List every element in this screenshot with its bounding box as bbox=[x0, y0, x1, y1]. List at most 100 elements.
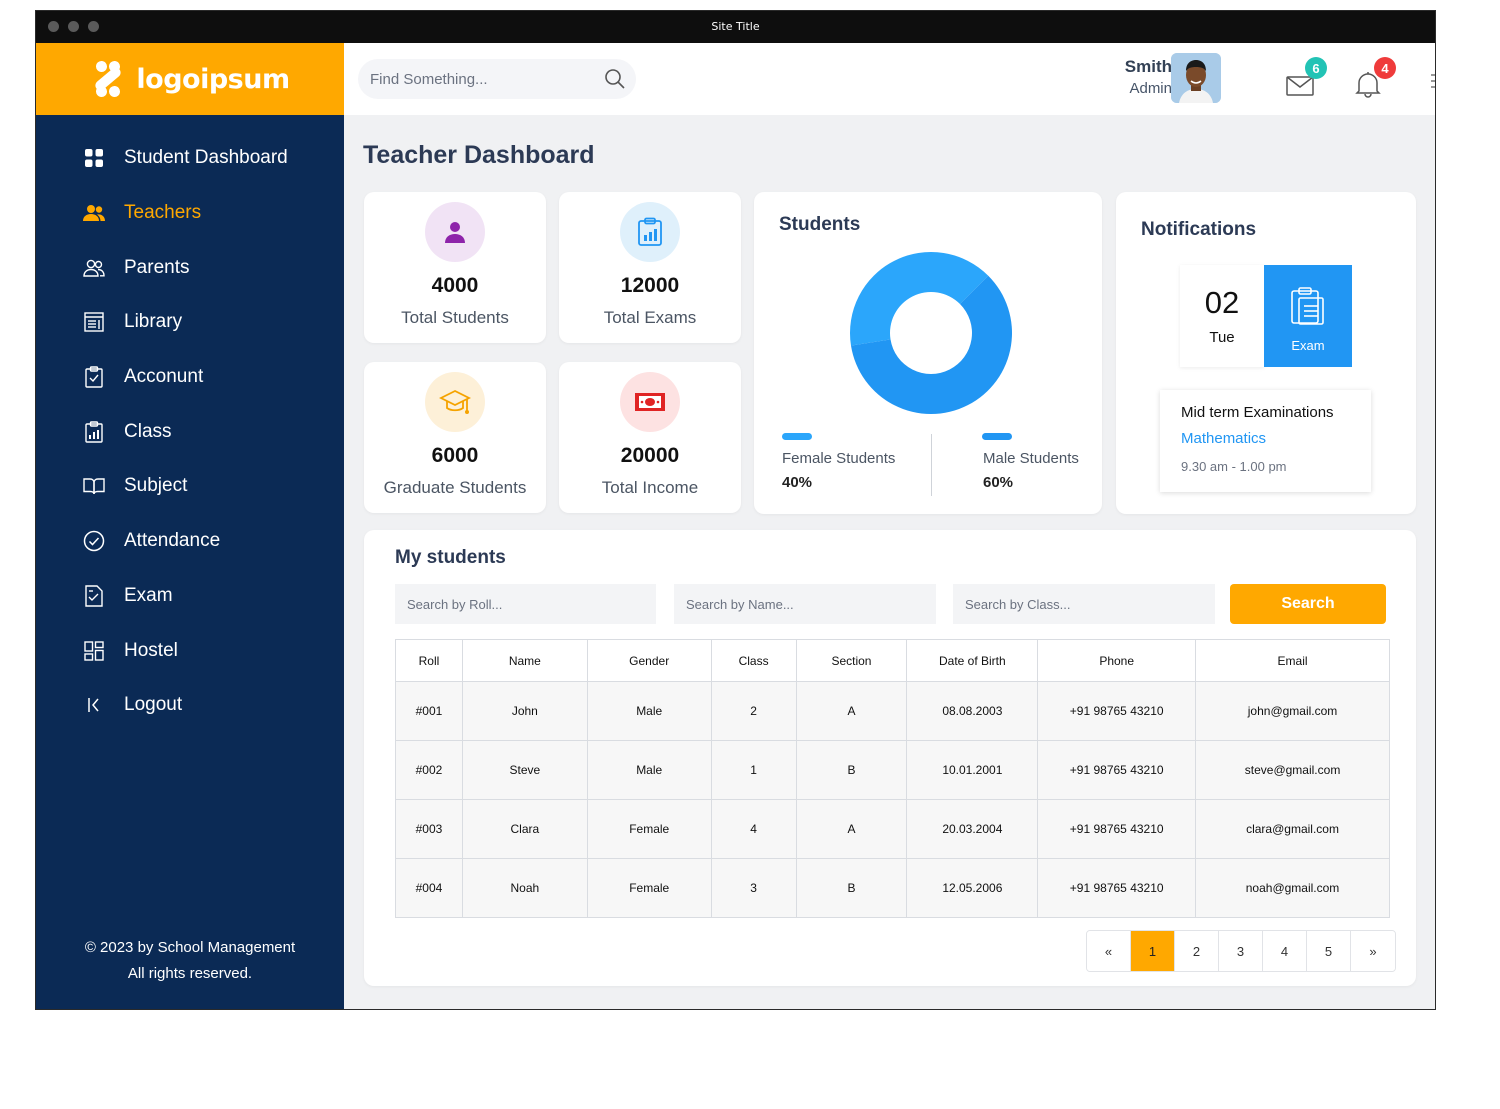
male-legend-value: 60% bbox=[983, 474, 1014, 491]
sidebar-item-logout[interactable]: Logout bbox=[36, 678, 344, 733]
hamburger-icon bbox=[1430, 74, 1435, 93]
notifications-title: Notifications bbox=[1141, 219, 1257, 240]
sidebar-item-attendance[interactable]: Attendance bbox=[36, 514, 344, 569]
table-cell: John bbox=[461, 681, 588, 741]
stat-value: 4000 bbox=[431, 274, 479, 297]
donut-slice-male-students[interactable] bbox=[850, 275, 1012, 414]
sidebar-item-exam[interactable]: Exam bbox=[36, 569, 344, 624]
sidebar-item-class[interactable]: Class bbox=[36, 404, 344, 459]
window-title: Site Title bbox=[711, 20, 760, 33]
event-subject[interactable]: Mathematics bbox=[1181, 430, 1267, 447]
table-cell: +91 98765 43210 bbox=[1037, 799, 1197, 859]
pagination-page-4[interactable]: 4 bbox=[1263, 931, 1307, 971]
column-header[interactable]: Date of Birth bbox=[906, 639, 1039, 682]
sidebar-item-subject[interactable]: Subject bbox=[36, 459, 344, 514]
table-row[interactable]: #001 John Male 2 A 08.08.2003 +91 98765 … bbox=[395, 681, 1390, 741]
sidebar-item-hostel[interactable]: Hostel bbox=[36, 623, 344, 678]
logout-icon bbox=[83, 694, 105, 716]
pagination-next-button[interactable]: » bbox=[1351, 931, 1395, 971]
sidebar-item-label: Parents bbox=[124, 256, 190, 278]
stat-card-graduate-students[interactable]: 6000 Graduate Students bbox=[364, 362, 546, 513]
student-icon bbox=[425, 202, 485, 262]
pagination-prev-button[interactable]: « bbox=[1087, 931, 1131, 971]
column-header[interactable]: Name bbox=[461, 639, 588, 682]
students-donut-chart bbox=[850, 252, 1012, 414]
table-cell: Female bbox=[586, 799, 712, 859]
user-name: Smith bbox=[1124, 57, 1172, 76]
table-cell: 4 bbox=[710, 799, 797, 859]
event-card[interactable]: Mid term Examinations Mathematics 9.30 a… bbox=[1160, 390, 1371, 492]
class-search-input[interactable] bbox=[953, 584, 1215, 624]
column-header[interactable]: Class bbox=[710, 639, 797, 682]
table-row[interactable]: #002 Steve Male 1 B 10.01.2001 +91 98765… bbox=[395, 740, 1390, 800]
sidebar-item-label: Exam bbox=[124, 584, 173, 606]
notification-button[interactable]: 4 bbox=[1354, 57, 1396, 99]
table-cell: +91 98765 43210 bbox=[1037, 858, 1197, 918]
stat-value: 12000 bbox=[620, 274, 680, 297]
search-button[interactable]: Search bbox=[1230, 584, 1386, 624]
stat-card-total-students[interactable]: 4000 Total Students bbox=[364, 192, 546, 343]
search-input[interactable] bbox=[358, 59, 578, 99]
table-cell: #002 bbox=[395, 740, 463, 800]
sidebar-item-student-dashboard[interactable]: Student Dashboard bbox=[36, 131, 344, 186]
table-cell: #004 bbox=[395, 858, 463, 918]
parents-icon bbox=[83, 257, 105, 279]
column-header[interactable]: Roll bbox=[395, 639, 463, 682]
donut-slice-female-students[interactable] bbox=[850, 252, 989, 346]
title-bar: Site Title bbox=[36, 11, 1435, 43]
notification-count-badge: 4 bbox=[1374, 57, 1396, 79]
sidebar-item-label: Hostel bbox=[124, 639, 178, 661]
brand-name: logoipsum bbox=[136, 63, 290, 95]
library-icon bbox=[83, 311, 105, 333]
table-cell: +91 98765 43210 bbox=[1037, 740, 1197, 800]
window-close-dot[interactable] bbox=[48, 21, 59, 32]
stat-card-total-income[interactable]: 20000 Total Income bbox=[559, 362, 741, 513]
sidebar-item-parents[interactable]: Parents bbox=[36, 240, 344, 295]
brand-logo[interactable]: logoipsum bbox=[36, 43, 344, 115]
table-row[interactable]: #003 Clara Female 4 A 20.03.2004 +91 987… bbox=[395, 799, 1390, 859]
name-search-input[interactable] bbox=[674, 584, 936, 624]
table-cell: #003 bbox=[395, 799, 463, 859]
table-cell: B bbox=[795, 858, 908, 918]
money-icon bbox=[620, 372, 680, 432]
pagination-page-3[interactable]: 3 bbox=[1219, 931, 1263, 971]
column-header[interactable]: Phone bbox=[1037, 639, 1197, 682]
table-cell: john@gmail.com bbox=[1195, 681, 1390, 741]
stat-label: Total Income bbox=[601, 478, 699, 497]
window-maximize-dot[interactable] bbox=[88, 21, 99, 32]
table-cell: #001 bbox=[395, 681, 463, 741]
students-table: Roll Name Gender Class Section Date of B… bbox=[395, 639, 1390, 918]
user-role: Admin bbox=[1129, 80, 1172, 97]
column-header[interactable]: Gender bbox=[586, 639, 712, 682]
sidebar-item-account[interactable]: Acconunt bbox=[36, 350, 344, 405]
column-header[interactable]: Email bbox=[1195, 639, 1390, 682]
sidebar-item-library[interactable]: Library bbox=[36, 295, 344, 350]
clipboard-icon bbox=[1264, 285, 1352, 332]
column-header[interactable]: Section bbox=[795, 639, 908, 682]
window-minimize-dot[interactable] bbox=[68, 21, 79, 32]
menu-button[interactable] bbox=[1430, 73, 1435, 109]
table-cell: Male bbox=[586, 740, 712, 800]
sidebar-item-label: Subject bbox=[124, 475, 188, 497]
avatar[interactable] bbox=[1171, 53, 1221, 103]
user-info[interactable]: Smith Admin bbox=[1104, 57, 1172, 97]
sidebar-item-teachers[interactable]: Teachers bbox=[36, 186, 344, 241]
browser-window: Site Title logoipsum Student Dashboar bbox=[35, 10, 1436, 1010]
stat-card-total-exams[interactable]: 12000 Total Exams bbox=[559, 192, 741, 343]
table-row[interactable]: #004 Noah Female 3 B 12.05.2006 +91 9876… bbox=[395, 858, 1390, 918]
pagination-page-2[interactable]: 2 bbox=[1175, 931, 1219, 971]
pagination-page-5[interactable]: 5 bbox=[1307, 931, 1351, 971]
table-cell: 20.03.2004 bbox=[906, 799, 1039, 859]
search-icon[interactable] bbox=[604, 68, 626, 95]
table-cell: 12.05.2006 bbox=[906, 858, 1039, 918]
stat-label: Total Exams bbox=[603, 308, 697, 327]
legend-divider bbox=[931, 434, 932, 496]
users-icon bbox=[83, 202, 105, 224]
mail-button[interactable]: 6 bbox=[1285, 57, 1327, 99]
roll-search-input[interactable] bbox=[395, 584, 656, 624]
pagination-page-1[interactable]: 1 bbox=[1131, 931, 1175, 971]
rights-text: All rights reserved. bbox=[127, 965, 253, 982]
class-icon bbox=[83, 421, 105, 443]
exam-tag[interactable]: Exam bbox=[1264, 265, 1352, 367]
global-search bbox=[358, 59, 636, 99]
